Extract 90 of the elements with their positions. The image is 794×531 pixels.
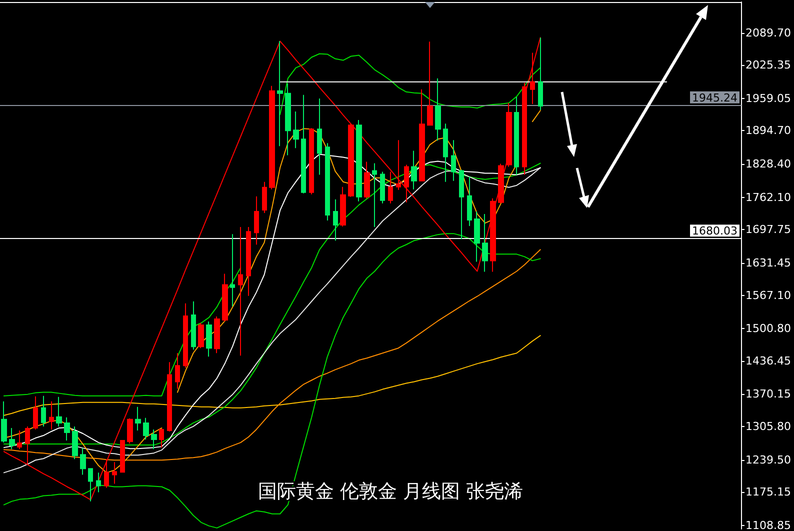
candlestick [309,128,314,195]
y-tick-label: 1697.75 [746,223,792,236]
y-tick-label: 1370.15 [746,388,792,401]
y-tick-label: 1239.50 [746,453,792,466]
candlestick [175,352,180,390]
y-tick-label: 1305.80 [746,420,792,434]
candlestick [159,428,164,448]
candlestick [467,176,472,227]
candlestick [490,198,496,272]
candlestick [262,181,267,214]
candlestick [506,102,512,168]
candlestick [474,210,480,262]
candlestick [183,302,188,368]
y-tick-label: 1828.40 [746,158,792,171]
candlestick [33,396,38,430]
candlestick [191,300,196,350]
candlestick [388,171,393,204]
candlestick [9,427,15,450]
candlestick [514,96,519,176]
candlestick [1,400,7,444]
candlestick [443,123,448,182]
line-series [3,335,541,416]
y-tick-label: 1631.45 [746,256,792,270]
y-tick-label: 2089.70 [746,26,792,40]
candlestick [230,234,235,307]
candlestick [364,161,370,199]
candlestick [538,37,543,110]
y-tick-label: 1500.80 [746,322,792,336]
candlestick [72,426,78,460]
candlestick [135,406,141,431]
candlestick [143,417,149,440]
candlestick [380,171,385,204]
ref-line-label: 1680.03 [692,224,738,238]
candlestick [427,41,433,126]
y-tick-label: 1894.70 [746,124,792,138]
ref-line-label: 1945.24 [692,91,738,104]
candlestick [293,111,299,149]
candlestick [317,98,322,176]
candlestick [246,226,251,296]
candlestick [325,142,330,222]
candlestick [222,273,228,322]
candlestick [17,430,22,450]
line-series [3,233,541,528]
candlestick [25,426,30,464]
candlestick [127,418,133,444]
candlestick [340,186,346,228]
candlestick [396,140,401,190]
candlestick [214,316,220,354]
line-series [3,249,541,461]
candlestick [41,395,46,427]
y-tick-label: 1436.45 [746,354,792,368]
candlestick [56,396,62,427]
candlestick [451,140,456,182]
candlestick [459,169,464,240]
candlestick [269,85,275,190]
candlestick [198,322,204,349]
candlestick [356,120,362,202]
y-tick-label: 1108.85 [746,519,792,531]
candlestick [120,440,125,473]
candlestick [301,94,306,194]
candlestick [333,198,338,242]
candlestick [49,400,54,430]
candlestick [112,462,117,484]
candlestick [482,213,488,272]
candlestick [498,163,504,204]
candlestick [419,88,425,182]
candlestick [348,124,354,198]
candlestick [435,78,441,142]
candlestick [206,320,212,358]
candlestick [277,40,283,147]
candlestick [104,458,109,488]
candlestick [411,150,417,190]
candlestick [522,82,527,176]
y-tick-label: 1175.15 [746,486,792,499]
candlestick [80,448,86,476]
candlestick [238,226,243,356]
candlestick [372,162,377,228]
y-tick-label: 1959.05 [746,92,792,105]
candlestick [404,164,409,203]
candlestick [96,472,101,493]
candlestick [151,428,157,450]
y-tick-label: 1567.10 [746,288,792,302]
y-tick-label: 2025.35 [746,58,792,72]
candlestick [530,52,535,104]
candlestick [88,468,93,502]
candlestick [167,362,172,432]
y-tick-label: 1762.10 [746,190,792,204]
candlestick [64,416,70,442]
candlestick [254,196,259,246]
candlestick [285,82,291,156]
